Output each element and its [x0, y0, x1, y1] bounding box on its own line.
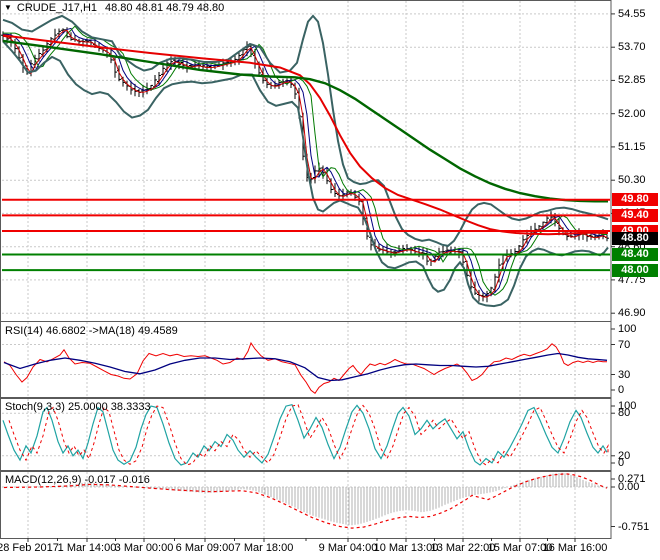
price-axis-tick: 52.00: [618, 108, 646, 120]
macd-axis-tick: 0.00: [618, 481, 640, 493]
stochastic-axis-tick: 80: [618, 407, 631, 419]
symbol-dropdown-icon[interactable]: ▼: [4, 3, 12, 12]
rsi-axis-tick: 0: [618, 384, 625, 396]
rsi-axis-tick: 100: [618, 323, 637, 335]
time-axis-label: 28 Feb 2017: [0, 542, 59, 554]
time-axis-label: 15 Mar 07:00: [487, 542, 553, 554]
current-price-badge: 48.80: [612, 232, 658, 245]
time-axis-label: 7 Mar 18:00: [234, 542, 294, 554]
time-axis-label: 10 Mar 13:00: [373, 542, 439, 554]
price-axis-tick: 51.15: [618, 141, 646, 153]
level-price-badge: 49.80: [612, 193, 658, 206]
symbol-period-label: CRUDE_J17,H1: [16, 2, 98, 14]
time-axis[interactable]: 28 Feb 2017 1 Mar 14:00 3 Mar 00:00 6 Mar 0…: [0, 539, 612, 560]
level-price-badge: 48.00: [612, 264, 658, 277]
price-axis-tick: 54.55: [618, 8, 646, 20]
stoch-label: Stoch(9,3,3) 25.0000 38.3333: [5, 401, 151, 413]
time-axis-label: 13 Mar 22:00: [430, 542, 496, 554]
time-axis-label: 3 Mar 00:00: [114, 542, 174, 554]
ohlc-values: 48.80 48.81 48.79 48.80: [105, 2, 225, 14]
time-axis-label: 9 Mar 04:00: [318, 542, 378, 554]
price-axis-tick: 46.90: [618, 307, 646, 319]
time-axis-label: 16 Mar 16:00: [542, 542, 608, 554]
rsi-axis-tick: 70: [618, 339, 631, 351]
macd-axis-tick: 0.271: [618, 473, 646, 485]
time-axis-label: 1 Mar 14:00: [57, 542, 117, 554]
main-chart-panel[interactable]: [0, 0, 612, 322]
macd-label: MACD(12,26,9) -0.017 -0.016: [5, 474, 150, 486]
stochastic-axis-tick: 0: [618, 457, 625, 469]
stochastic-axis-tick: 20: [618, 450, 631, 462]
macd-axis-tick: -0.751: [618, 521, 650, 533]
price-scale[interactable]: 54.5553.7052.8552.0051.1550.3049.4548.60…: [612, 0, 660, 560]
stochastic-axis-tick: 100: [618, 400, 637, 412]
price-axis-tick: 53.70: [618, 41, 646, 53]
level-price-badge: 48.40: [612, 248, 658, 261]
time-axis-label: 6 Mar 09:00: [175, 542, 235, 554]
price-axis-tick: 50.30: [618, 174, 646, 186]
chart-title: ▼ CRUDE_J17,H1 48.80 48.81 48.79 48.80: [4, 2, 224, 14]
level-price-badge: 49.40: [612, 209, 658, 222]
price-axis-tick: 52.85: [618, 74, 646, 86]
price-axis-tick: 47.75: [618, 274, 646, 286]
rsi-axis-tick: 30: [618, 369, 631, 381]
rsi-label: RSI(14) 46.6802 ->MA(18) 49.4589: [5, 325, 178, 337]
